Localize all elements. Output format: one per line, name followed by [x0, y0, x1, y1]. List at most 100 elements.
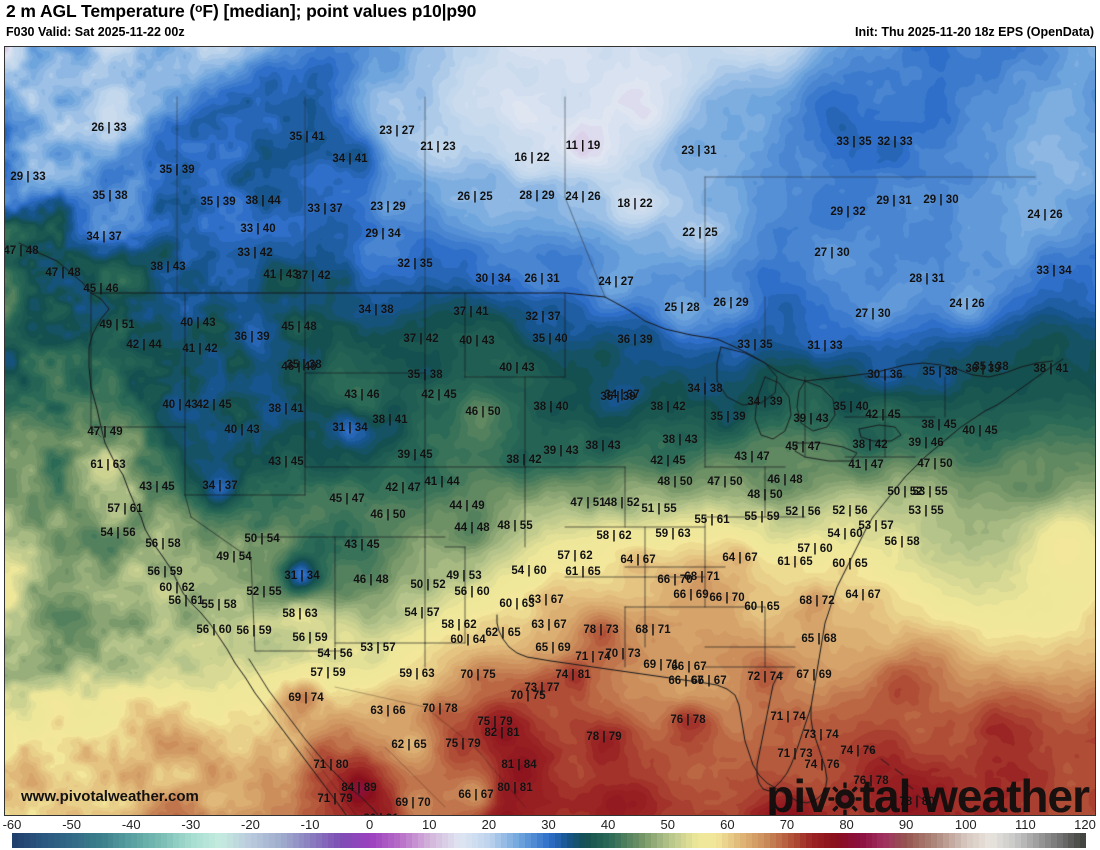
point-value-label: 73 | 77	[524, 682, 560, 694]
point-value-label: 75 | 79	[477, 716, 513, 728]
colorbar-band	[895, 833, 902, 848]
colorbar-band	[907, 833, 914, 848]
colorbar-band	[274, 833, 281, 848]
colorbar-band	[1002, 833, 1009, 848]
colorbar-band	[925, 833, 932, 848]
colorbar-band	[453, 833, 460, 848]
point-value-label: 71 | 74	[770, 711, 806, 723]
colorbar-band	[250, 833, 257, 848]
colorbar-band	[585, 833, 591, 848]
colorbar-band	[829, 833, 836, 848]
point-value-label: 44 | 48	[454, 522, 490, 534]
colorbar-band	[537, 833, 544, 848]
colorbar-band	[1014, 833, 1021, 848]
point-value-label: 38 | 40	[533, 401, 569, 413]
colorbar-band	[614, 833, 621, 848]
point-value-label: 47 | 49	[87, 426, 123, 438]
colorbar-band	[340, 833, 347, 848]
colorbar-band	[1008, 833, 1015, 848]
colorbar-band	[59, 833, 66, 848]
colorbar-band	[567, 833, 574, 848]
point-value-label: 38 | 42	[506, 454, 542, 466]
point-value-label: 56 | 58	[145, 538, 181, 550]
point-value-label: 60 | 63	[499, 598, 535, 610]
point-value-label: 24 | 26	[949, 298, 985, 310]
colorbar-band	[1062, 833, 1069, 848]
point-value-label: 60 | 62	[159, 582, 195, 594]
colorbar-tick: 110	[1015, 817, 1036, 832]
colorbar-band	[125, 833, 132, 848]
point-value-label: 41 | 42	[182, 343, 218, 355]
point-value-label: 69 | 71	[643, 659, 679, 671]
colorbar-band	[662, 833, 669, 848]
colorbar-band	[47, 833, 54, 848]
colorbar-band	[728, 833, 735, 848]
colorbar-band	[823, 833, 830, 848]
colorbar-band	[203, 833, 209, 848]
point-value-label: 71 | 79	[317, 793, 353, 805]
colorbar-band	[1050, 833, 1057, 848]
point-value-label: 36 | 39	[617, 334, 653, 346]
colorbar-band	[292, 833, 299, 848]
colorbar-band	[197, 833, 203, 848]
point-value-label: 23 | 29	[370, 201, 406, 213]
point-value-label: 18 | 22	[617, 198, 653, 210]
point-value-label: 29 | 31	[876, 195, 912, 207]
point-value-label: 35 | 41	[289, 131, 325, 143]
point-value-label: 34 | 37	[86, 231, 122, 243]
point-value-label: 47 | 48	[4, 245, 39, 257]
point-value-label: 61 | 65	[777, 556, 813, 568]
colorbar-band	[644, 833, 651, 848]
point-value-label: 68 | 71	[635, 624, 671, 636]
point-value-label: 40 | 43	[224, 424, 260, 436]
point-value-label: 56 | 60	[454, 586, 490, 598]
colorbar-band	[943, 833, 950, 848]
point-value-label: 68 | 71	[684, 571, 720, 583]
colorbar-band	[698, 833, 705, 848]
colorbar-band	[161, 833, 168, 848]
point-value-label: 43 | 45	[139, 481, 175, 493]
colorbar-band	[244, 833, 251, 848]
colorbar-band	[83, 833, 90, 848]
colorbar-band	[388, 833, 394, 848]
point-value-label: 45 | 47	[785, 441, 821, 453]
point-value-label: 74 | 76	[804, 759, 840, 771]
point-value-label: 31 | 33	[807, 340, 843, 352]
colorbar-band	[370, 833, 377, 848]
colorbar-band	[590, 833, 597, 848]
point-value-label: 43 | 47	[734, 451, 770, 463]
colorbar-band	[805, 833, 812, 848]
point-value-label: 70 | 73	[605, 648, 641, 660]
point-value-label: 66 | 67	[691, 675, 727, 687]
colorbar-band	[841, 833, 848, 848]
colorbar-band	[220, 833, 227, 848]
point-value-label: 36 | 39	[234, 331, 270, 343]
point-value-label: 28 | 31	[909, 273, 945, 285]
colorbar-band	[674, 833, 681, 848]
point-value-label: 27 | 30	[814, 247, 850, 259]
point-value-label: 38 | 41	[372, 414, 408, 426]
colorbar-band	[901, 833, 908, 848]
point-value-label: 54 | 57	[404, 607, 440, 619]
colorbar-band	[29, 833, 36, 848]
colorbar-gradient[interactable]	[12, 833, 1087, 848]
point-value-label: 39 | 43	[793, 413, 829, 425]
point-value-label: 78 | 81	[774, 815, 809, 816]
colorbar-band	[596, 833, 603, 848]
point-value-label: 24 | 27	[598, 276, 634, 288]
point-value-label: 29 | 33	[10, 171, 46, 183]
colorbar-band	[167, 833, 174, 848]
point-value-label: 72 | 74	[747, 671, 783, 683]
colorbar-band	[155, 833, 162, 848]
colorbar-tick: -60	[2, 817, 22, 832]
map-viewport[interactable]: 26 | 33 29 | 33 35 | 41 35 | 39 35 | 38 34 | …	[4, 46, 1096, 816]
point-value-label: 35 | 38	[922, 366, 958, 378]
point-value-label: 33 | 37	[307, 203, 343, 215]
colorbar-band	[143, 833, 150, 848]
colorbar-band	[835, 833, 842, 848]
colorbar: -60 -50 -40 -30 -20 -10 0 10 20 30 40 50 60 70 80 90 100…	[0, 817, 1100, 850]
colorbar-band	[716, 833, 723, 848]
point-value-label: 76 | 78	[853, 775, 889, 787]
point-value-label: 56 | 59	[147, 566, 183, 578]
colorbar-band	[23, 833, 30, 848]
